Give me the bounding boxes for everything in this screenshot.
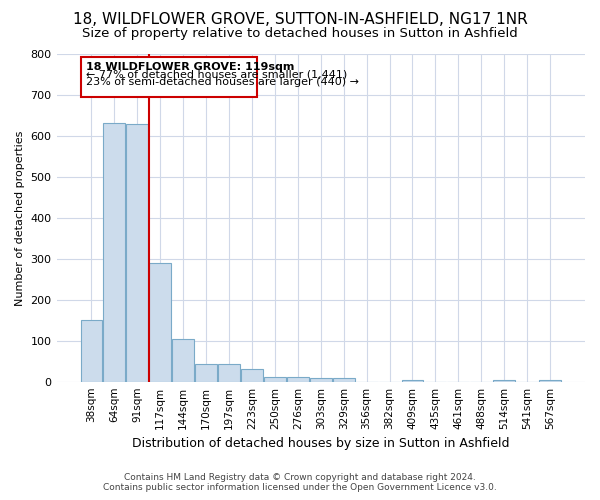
Bar (264, 377, 286, 382)
Bar (195, 364, 217, 382)
Text: 18, WILDFLOWER GROVE, SUTTON-IN-ASHFIELD, NG17 1NR: 18, WILDFLOWER GROVE, SUTTON-IN-ASHFIELD… (73, 12, 527, 28)
X-axis label: Distribution of detached houses by size in Sutton in Ashfield: Distribution of detached houses by size … (132, 437, 509, 450)
Bar (172, 340, 194, 382)
Bar (241, 370, 263, 382)
Bar (218, 364, 240, 382)
Text: ← 77% of detached houses are smaller (1,441): ← 77% of detached houses are smaller (1,… (86, 70, 347, 80)
Text: 18 WILDFLOWER GROVE: 119sqm: 18 WILDFLOWER GROVE: 119sqm (86, 62, 294, 72)
Bar (310, 378, 332, 382)
Bar (493, 380, 515, 382)
Bar (149, 263, 171, 382)
Bar (539, 380, 561, 382)
FancyBboxPatch shape (81, 57, 257, 97)
Bar (333, 378, 355, 382)
Text: 23% of semi-detached houses are larger (440) →: 23% of semi-detached houses are larger (… (86, 77, 359, 87)
Y-axis label: Number of detached properties: Number of detached properties (15, 130, 25, 306)
Bar (287, 377, 309, 382)
Text: Size of property relative to detached houses in Sutton in Ashfield: Size of property relative to detached ho… (82, 28, 518, 40)
Text: Contains HM Land Registry data © Crown copyright and database right 2024.
Contai: Contains HM Land Registry data © Crown c… (103, 473, 497, 492)
Bar (80, 320, 103, 382)
Bar (103, 123, 125, 382)
Bar (401, 380, 424, 382)
Bar (127, 124, 148, 382)
